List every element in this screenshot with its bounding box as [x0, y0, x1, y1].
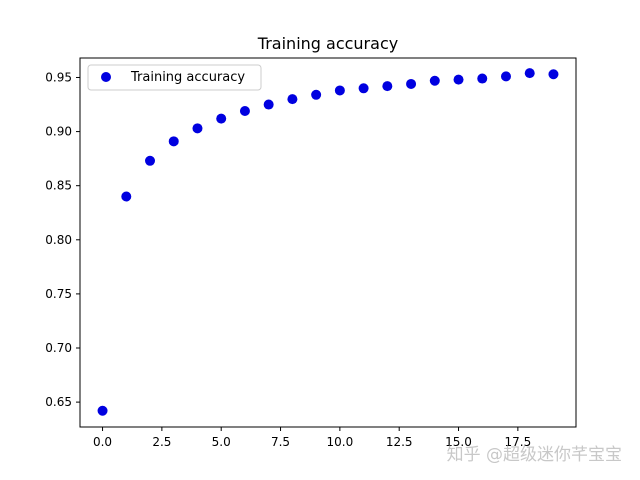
- data-point: [548, 69, 559, 80]
- data-point: [287, 94, 298, 105]
- x-tick-label: 10.0: [327, 435, 354, 449]
- y-tick-label: 0.95: [45, 70, 72, 84]
- watermark-text: 知乎 @超级迷你芊宝宝: [447, 445, 622, 465]
- data-point: [311, 89, 322, 100]
- data-point: [192, 123, 203, 134]
- x-tick-label: 15.0: [445, 435, 472, 449]
- data-point: [429, 75, 440, 86]
- x-tick-label: 0.0: [93, 435, 112, 449]
- data-point: [97, 405, 108, 416]
- legend-label: Training accuracy: [130, 70, 245, 85]
- chart-title: Training accuracy: [257, 34, 398, 53]
- data-points: [97, 68, 559, 416]
- data-point: [334, 85, 345, 96]
- data-point: [263, 99, 274, 110]
- y-tick-label: 0.65: [45, 395, 72, 409]
- x-tick-label: 2.5: [152, 435, 171, 449]
- data-point: [358, 83, 369, 94]
- data-point: [524, 68, 535, 79]
- data-point: [382, 81, 393, 92]
- data-point: [406, 78, 417, 89]
- data-point: [216, 113, 227, 124]
- legend-box: [87, 64, 262, 91]
- data-point: [168, 136, 179, 147]
- x-tick-label: 17.5: [504, 435, 531, 449]
- data-point: [145, 155, 156, 166]
- y-tick-label: 0.70: [45, 341, 72, 355]
- y-tick-label: 0.85: [45, 179, 72, 193]
- legend: Training accuracy: [87, 64, 262, 91]
- legend-marker: [101, 72, 111, 82]
- plot-frame: [79, 57, 577, 428]
- data-point: [453, 74, 464, 85]
- data-point: [239, 106, 250, 117]
- data-point: [500, 71, 511, 82]
- y-tick-label: 0.80: [45, 233, 72, 247]
- y-tick-label: 0.75: [45, 287, 72, 301]
- data-point: [477, 73, 488, 84]
- x-tick-label: 5.0: [212, 435, 231, 449]
- data-point: [121, 191, 132, 202]
- axis-ticks: 0.0 2.5 5.0 7.5 10.0 12.5 15.0 17.5 0.65 0.70 0.75…: [45, 70, 531, 449]
- y-tick-label: 0.90: [45, 125, 72, 139]
- x-tick-label: 7.5: [271, 435, 290, 449]
- x-tick-label: 12.5: [386, 435, 413, 449]
